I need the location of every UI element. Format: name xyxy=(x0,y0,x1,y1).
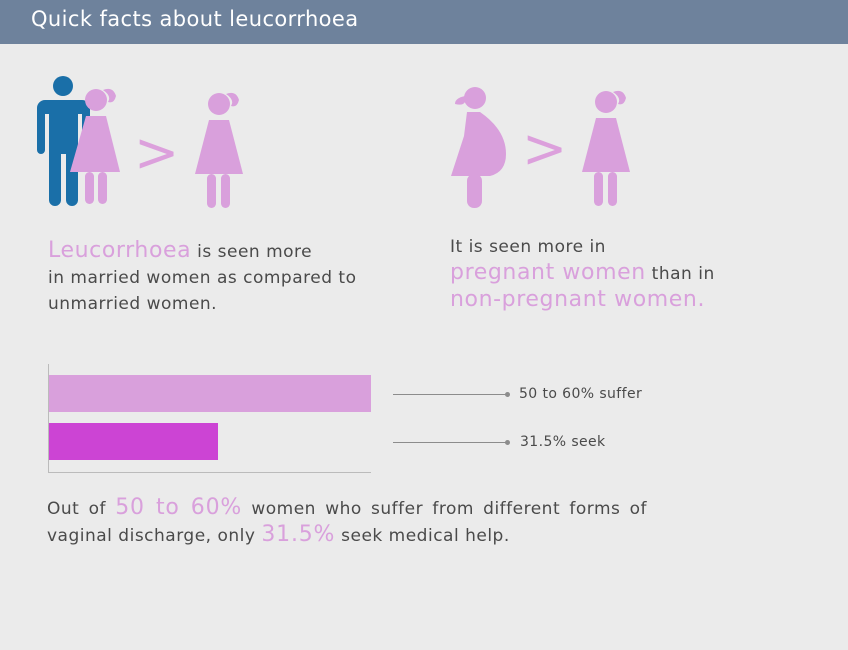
bar-seek xyxy=(49,423,218,460)
woman-icon xyxy=(195,92,243,208)
leader-line-suffer xyxy=(393,394,508,395)
married-women-fact: Leucorrhoea is seen more in married wome… xyxy=(48,238,357,314)
discharge-bar-chart xyxy=(48,364,378,474)
page-title: Quick facts about leucorrhoea xyxy=(31,7,359,31)
seek-percentage: 31.5% xyxy=(261,522,336,547)
chart-x-axis xyxy=(48,472,371,473)
greater-than-symbol: > xyxy=(134,121,180,184)
pregnant-women-fact: It is seen more in pregnant women than i… xyxy=(450,237,715,312)
bar-label-suffer: 50 to 60% suffer xyxy=(519,386,643,402)
leader-dot-suffer xyxy=(505,392,510,397)
leader-dot-seek xyxy=(505,440,510,445)
married-woman-icon xyxy=(70,88,120,204)
leader-line-seek xyxy=(393,442,508,443)
greater-than-symbol-2: > xyxy=(522,117,568,180)
non-pregnant-women-highlight: non-pregnant women. xyxy=(450,287,706,312)
pregnant-woman-icon xyxy=(451,87,506,208)
suffer-percentage: 50 to 60% xyxy=(115,495,243,520)
bar-label-seek: 31.5% seek xyxy=(520,434,606,450)
header-bar: Quick facts about leucorrhoea xyxy=(0,0,848,44)
man-icon xyxy=(37,76,90,206)
woman-icon-2 xyxy=(582,90,630,206)
summary-text: Out of 50 to 60% women who suffer from d… xyxy=(47,495,648,547)
chart-y-axis xyxy=(48,364,49,473)
bar-suffer xyxy=(49,375,371,412)
leucorrhoea-highlight: Leucorrhoea xyxy=(48,238,192,263)
pregnant-women-highlight: pregnant women xyxy=(450,260,646,285)
